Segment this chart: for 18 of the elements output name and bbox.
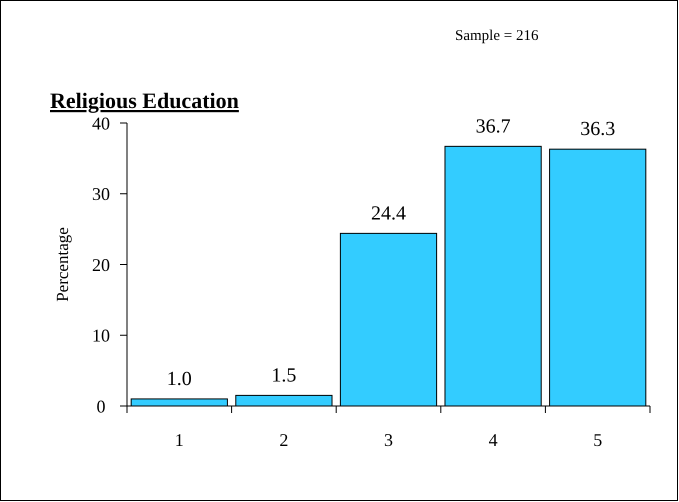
data-label: 24.4 <box>371 202 406 224</box>
y-axis-title: Percentage <box>53 227 72 302</box>
data-label: 1.5 <box>271 364 296 386</box>
x-tick-label: 1 <box>174 430 184 450</box>
x-tick-label: 4 <box>488 430 498 450</box>
y-tick-label: 30 <box>92 184 110 204</box>
text: Sample = 216 <box>455 28 539 44</box>
y-tick-label: 20 <box>92 254 110 275</box>
x-tick-label: 2 <box>279 430 288 450</box>
x-tick-label: 3 <box>384 430 393 450</box>
x-tick-label: 5 <box>593 430 602 450</box>
data-label: 36.3 <box>580 118 616 140</box>
y-tick-label: 40 <box>92 113 110 134</box>
y-tick-label: 0 <box>96 396 106 416</box>
y-tick-label: 10 <box>92 326 110 346</box>
data-label: 1.0 <box>166 368 192 390</box>
data-label: 36.7 <box>476 115 511 138</box>
chart-title: Religious Education <box>50 88 239 113</box>
